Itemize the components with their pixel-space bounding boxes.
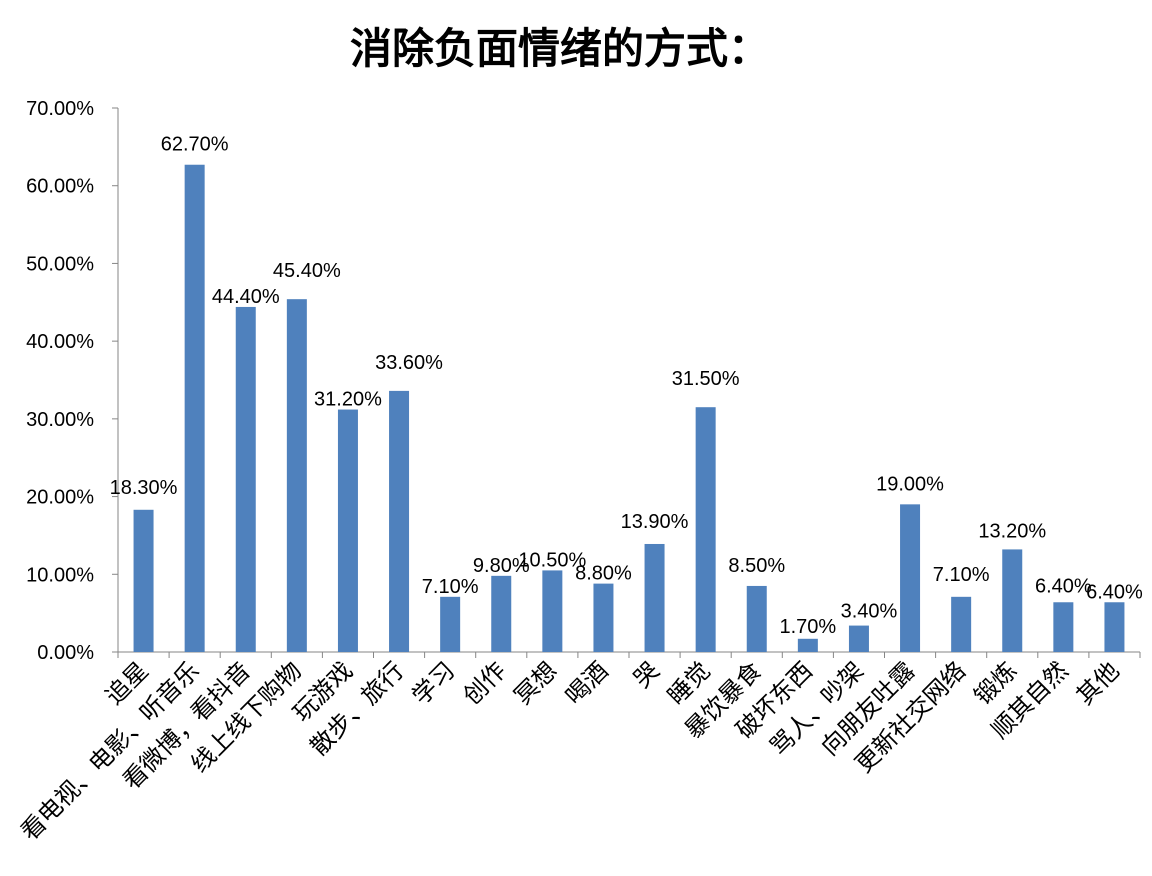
x-labels-group: 追星看电视、电影、听音乐看微博，看抖音线上线下购物玩游戏散步、旅行学习创作冥想喝… bbox=[15, 656, 1124, 846]
data-label: 13.90% bbox=[621, 511, 689, 533]
axes: 0.00% 10.00% 20.00% 30.00% 40.00% 50.00% 60.00… bbox=[26, 98, 1141, 664]
data-label: 13.20% bbox=[978, 520, 1046, 542]
x-tick-label: 哭 bbox=[628, 656, 665, 693]
y-tick-label: 40.00% bbox=[26, 331, 94, 353]
y-tick-label: 50.00% bbox=[26, 253, 94, 275]
data-label: 9.80% bbox=[473, 555, 530, 577]
data-label: 7.10% bbox=[422, 576, 479, 598]
data-label: 1.70% bbox=[779, 616, 836, 638]
data-label: 3.40% bbox=[841, 601, 898, 623]
data-label: 45.40% bbox=[273, 260, 341, 282]
data-label: 10.50% bbox=[518, 549, 586, 571]
x-tick-label: 学习 bbox=[407, 656, 461, 710]
data-label: 18.30% bbox=[110, 477, 178, 499]
bar bbox=[900, 504, 921, 652]
bar bbox=[797, 638, 818, 652]
y-tick-label: 0.00% bbox=[37, 642, 94, 664]
bar bbox=[389, 390, 410, 652]
bar bbox=[286, 299, 307, 652]
bar bbox=[1002, 549, 1023, 652]
data-label: 6.40% bbox=[1086, 581, 1143, 603]
data-label: 7.10% bbox=[933, 564, 990, 586]
bar bbox=[695, 407, 716, 652]
bar bbox=[440, 596, 461, 652]
bar bbox=[133, 509, 154, 652]
data-label: 8.50% bbox=[728, 555, 785, 577]
bar bbox=[184, 164, 205, 652]
data-label: 33.60% bbox=[375, 352, 443, 374]
data-label: 44.40% bbox=[212, 286, 280, 308]
bar bbox=[848, 625, 869, 652]
data-label: 62.70% bbox=[161, 134, 229, 156]
bars-group bbox=[133, 164, 1125, 652]
chart-title: 消除负面情绪的方式： bbox=[350, 24, 770, 73]
x-tick-label: 其他 bbox=[1071, 656, 1125, 710]
bar bbox=[746, 585, 767, 652]
y-tick-label: 20.00% bbox=[26, 487, 94, 509]
x-tick-label: 创作 bbox=[458, 656, 512, 710]
x-tick-label: 喝酒 bbox=[560, 656, 614, 710]
bar bbox=[235, 306, 256, 652]
data-label: 8.80% bbox=[575, 563, 632, 585]
bar bbox=[542, 570, 563, 652]
y-tick-label: 60.00% bbox=[26, 176, 94, 198]
data-label: 31.50% bbox=[672, 368, 740, 390]
y-tick-label: 70.00% bbox=[26, 98, 94, 120]
data-labels-group: 18.30% 62.70% 44.40% 45.40% 31.20% 33.60% 7.10… bbox=[110, 134, 1143, 638]
x-tick-label: 冥想 bbox=[509, 656, 563, 710]
y-tick-label: 10.00% bbox=[26, 564, 94, 586]
bar bbox=[337, 409, 358, 652]
bar bbox=[593, 583, 614, 652]
data-label: 31.20% bbox=[314, 389, 382, 411]
bar bbox=[644, 543, 665, 652]
y-tick-label: 30.00% bbox=[26, 409, 94, 431]
data-label: 19.00% bbox=[876, 473, 944, 495]
data-label: 6.40% bbox=[1035, 575, 1092, 597]
bar bbox=[1053, 602, 1074, 652]
bar bbox=[491, 575, 512, 652]
bar bbox=[951, 596, 972, 652]
bar bbox=[1104, 602, 1125, 652]
